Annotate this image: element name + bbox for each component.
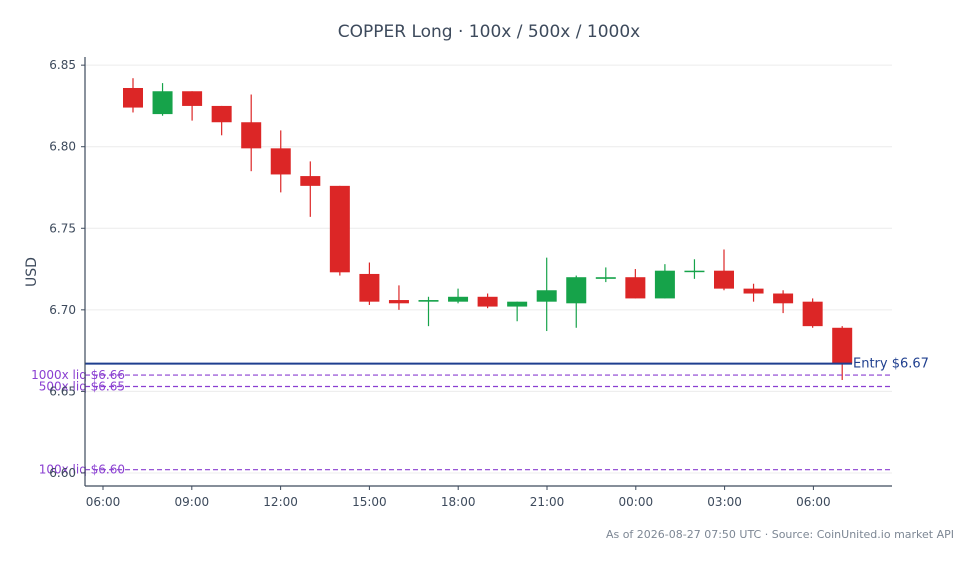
candle-body-9	[388, 300, 409, 304]
candle-body-24	[832, 327, 853, 364]
grid	[85, 64, 892, 474]
x-tick-label: 06:00	[86, 495, 121, 509]
x-tick-label: 21:00	[530, 495, 565, 509]
candle-body-16	[595, 277, 616, 279]
y-tick-label: 6.85	[49, 58, 76, 72]
candle-body-18	[654, 270, 675, 299]
y-tick-label: 6.70	[49, 303, 76, 317]
candle-body-11	[448, 296, 469, 302]
x-tick-label: 18:00	[441, 495, 476, 509]
candle-body-20	[714, 270, 734, 289]
liquidation-label: 500x liq $6.65	[39, 379, 125, 393]
y-tick-label: 6.80	[49, 140, 76, 154]
candle-body-4	[241, 122, 262, 149]
candle-body-1	[152, 91, 173, 115]
x-tick-label: 12:00	[263, 495, 298, 509]
candle-body-12	[477, 296, 498, 307]
candle-body-6	[300, 176, 321, 186]
candle-body-15	[566, 277, 587, 304]
x-tick-label: 09:00	[175, 495, 210, 509]
candle-body-22	[773, 293, 794, 304]
candle-body-14	[536, 290, 557, 302]
candle-body-2	[182, 91, 203, 106]
y-tick-label: 6.65	[49, 384, 76, 398]
x-tick-label: 03:00	[707, 495, 742, 509]
candle-body-0	[123, 87, 143, 108]
candle-body-3	[211, 105, 232, 123]
candle-body-8	[359, 273, 380, 302]
y-tick-label: 6.60	[49, 466, 76, 480]
candle-body-5	[270, 148, 291, 175]
liquidation-label: 1000x liq $6.66	[31, 368, 125, 382]
entry-label: Entry $6.67	[853, 357, 929, 372]
axes: 6.60 6.65 6.70 6.75 6.80 6.85 06:00 09:00 12:00 1…	[49, 57, 892, 509]
x-tick-label: 00:00	[619, 495, 654, 509]
candles	[123, 78, 853, 380]
candle-body-23	[802, 301, 823, 327]
x-tick-label: 06:00	[796, 495, 831, 509]
candle-body-17	[625, 277, 646, 299]
liquidation-label: 100x liq $6.60	[39, 463, 125, 477]
candle-body-13	[507, 301, 528, 307]
chart-title: COPPER Long · 100x / 500x / 1000x	[338, 22, 640, 42]
candle-body-7	[329, 185, 350, 273]
footer-caption: As of 2026-08-27 07:50 UTC · Source: Coi…	[606, 528, 954, 541]
candle-body-10	[418, 300, 439, 302]
candle-body-21	[743, 288, 764, 294]
y-axis-label: USD	[24, 257, 40, 287]
y-tick-label: 6.75	[49, 221, 76, 235]
candle-body-19	[684, 270, 705, 273]
x-tick-label: 15:00	[352, 495, 387, 509]
